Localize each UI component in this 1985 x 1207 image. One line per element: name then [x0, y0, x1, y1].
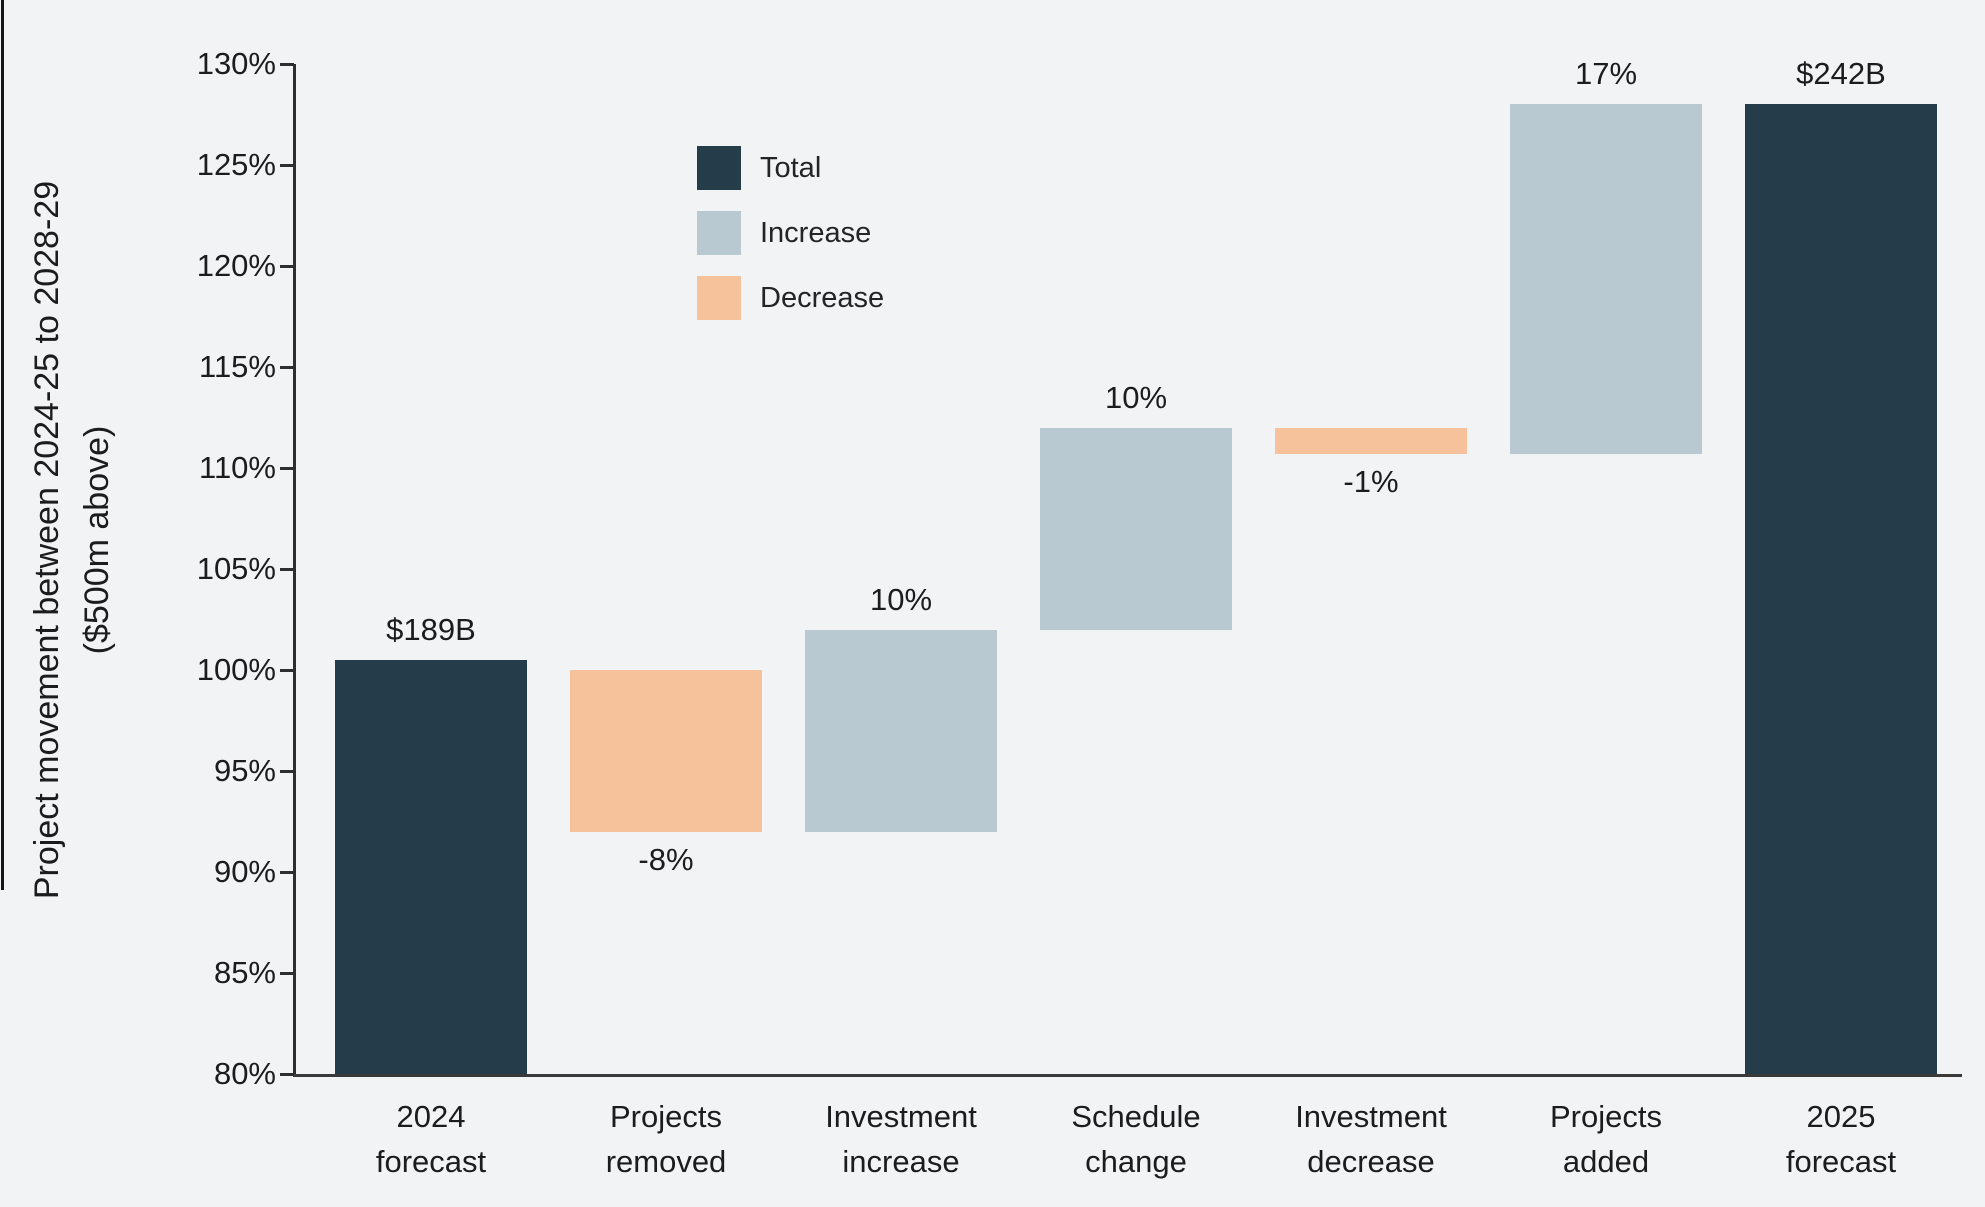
x-axis-label-2025-forecast: 2025 forecast [1711, 1094, 1971, 1184]
y-tick-mark [280, 366, 294, 369]
legend-label: Total [760, 151, 822, 184]
x-axis-label-line: change [1085, 1144, 1187, 1179]
x-axis-label-investment-increase: Investment increase [771, 1094, 1031, 1184]
y-tick-mark [280, 972, 294, 975]
y-tick-mark [280, 164, 294, 167]
y-tick-mark [280, 265, 294, 268]
x-axis-label-2024-forecast: 2024 forecast [301, 1094, 561, 1184]
bar-investment-decrease [1275, 427, 1467, 454]
y-tick-label: 85% [213, 955, 276, 990]
legend-label: Increase [760, 216, 872, 249]
bar-value-label: 10% [1104, 379, 1168, 415]
x-axis-label-schedule-change: Schedule change [1006, 1094, 1266, 1184]
y-tick-label: 115% [199, 349, 276, 384]
x-axis-label-line: added [1562, 1144, 1650, 1179]
x-axis-label-line: decrease [1307, 1144, 1435, 1179]
bar-projects-added [1510, 104, 1702, 454]
y-tick-mark [280, 1073, 294, 1076]
y-tick-label: 100% [196, 652, 276, 687]
y-axis-title: Project movement between 2024-25 to 2028… [22, 35, 122, 1045]
y-tick-label: 110% [199, 450, 276, 485]
y-tick-mark [280, 871, 294, 874]
bar-value-label: 17% [1574, 56, 1638, 92]
legend-swatch-increase [697, 211, 741, 255]
y-tick-label: 105% [196, 551, 276, 586]
bar-value-label: $189B [386, 611, 476, 647]
x-axis-label-line: Investment [825, 1099, 977, 1134]
y-tick-label: 90% [213, 854, 276, 889]
y-tick-label: 125% [196, 147, 276, 182]
x-axis-label-line: 2025 [1806, 1099, 1876, 1134]
y-tick-label: 95% [213, 753, 276, 788]
x-axis-label-line: forecast [1785, 1144, 1897, 1179]
legend-item-decrease: Decrease [697, 276, 884, 320]
legend: Total Increase Decrease [697, 146, 884, 341]
bar-value-label: -8% [638, 841, 694, 877]
bar-value-label: -1% [1343, 463, 1399, 499]
bar-value-label: $242B [1796, 56, 1886, 92]
bar-investment-increase [805, 629, 997, 832]
y-tick-label: 120% [196, 248, 276, 283]
x-axis-line [293, 1074, 1962, 1077]
y-axis-line [293, 64, 296, 1077]
x-axis-label-line: Projects [1550, 1099, 1662, 1134]
bar-schedule-change [1040, 427, 1232, 630]
bar-value-label: 10% [869, 581, 933, 617]
legend-label: Decrease [760, 281, 885, 314]
legend-item-total: Total [697, 146, 884, 190]
y-axis-title-line1: Project movement between 2024-25 to 2028… [28, 180, 66, 900]
x-axis-label-projects-added: Projects added [1476, 1094, 1736, 1184]
legend-swatch-decrease [697, 276, 741, 320]
legend-swatch-total [697, 146, 741, 190]
y-tick-mark [280, 467, 294, 470]
x-axis-label-line: 2024 [396, 1099, 466, 1134]
x-axis-label-line: removed [605, 1144, 727, 1179]
y-tick-mark [280, 770, 294, 773]
y-axis-title-line2: ($500m above) [78, 425, 116, 655]
x-axis-label-line: Schedule [1071, 1099, 1201, 1134]
x-axis-label-projects-removed: Projects removed [536, 1094, 796, 1184]
x-axis-label-line: forecast [375, 1144, 487, 1179]
x-axis-label-line: increase [842, 1144, 960, 1179]
bar-2025-forecast [1745, 104, 1937, 1074]
y-tick-mark [280, 568, 294, 571]
y-tick-mark [280, 669, 294, 672]
x-axis-label-line: Projects [610, 1099, 722, 1134]
legend-item-increase: Increase [697, 211, 884, 255]
bar-2024-forecast [335, 659, 527, 1074]
left-edge-line [1, 0, 4, 890]
x-axis-label-investment-decrease: Investment decrease [1241, 1094, 1501, 1184]
bar-projects-removed [570, 670, 762, 832]
x-axis-label-line: Investment [1295, 1099, 1447, 1134]
plot-area: 130% 125% 120% 115% 110% 105% 100% 95% 90% 85% 80%… [197, 48, 1962, 1090]
y-tick-label: 130% [196, 46, 276, 81]
y-tick-mark [280, 63, 294, 66]
y-tick-label: 80% [213, 1056, 276, 1091]
